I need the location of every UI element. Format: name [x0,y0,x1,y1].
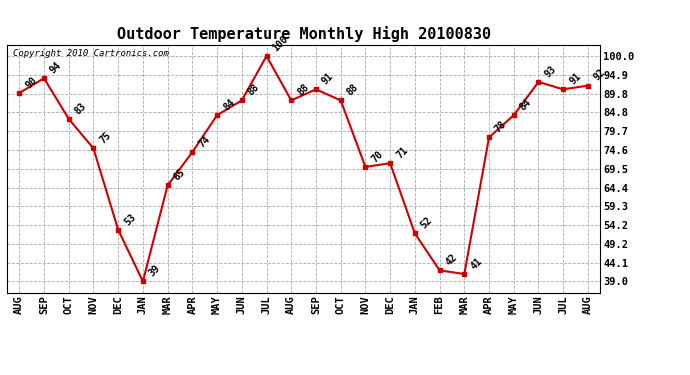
Text: 88: 88 [295,82,310,98]
Text: 93: 93 [542,64,558,79]
Text: 88: 88 [246,82,262,98]
Title: Outdoor Temperature Monthly High 20100830: Outdoor Temperature Monthly High 2010083… [117,27,491,42]
Text: 84: 84 [518,97,533,112]
Text: 41: 41 [469,256,484,271]
Text: 74: 74 [197,134,212,149]
Text: 53: 53 [122,211,138,227]
Text: Copyright 2010 Cartronics.com: Copyright 2010 Cartronics.com [13,49,169,58]
Text: 92: 92 [592,68,607,83]
Text: 100: 100 [270,34,290,53]
Text: 88: 88 [345,82,360,98]
Text: 71: 71 [394,145,410,160]
Text: 90: 90 [23,75,39,90]
Text: 65: 65 [172,167,187,183]
Text: 78: 78 [493,119,509,135]
Text: 83: 83 [73,101,88,116]
Text: 75: 75 [97,130,113,146]
Text: 42: 42 [444,252,459,267]
Text: 91: 91 [567,71,583,87]
Text: 91: 91 [320,71,335,87]
Text: 84: 84 [221,97,237,112]
Text: 52: 52 [419,215,435,231]
Text: 70: 70 [370,149,385,164]
Text: 39: 39 [147,263,162,279]
Text: 94: 94 [48,60,63,75]
